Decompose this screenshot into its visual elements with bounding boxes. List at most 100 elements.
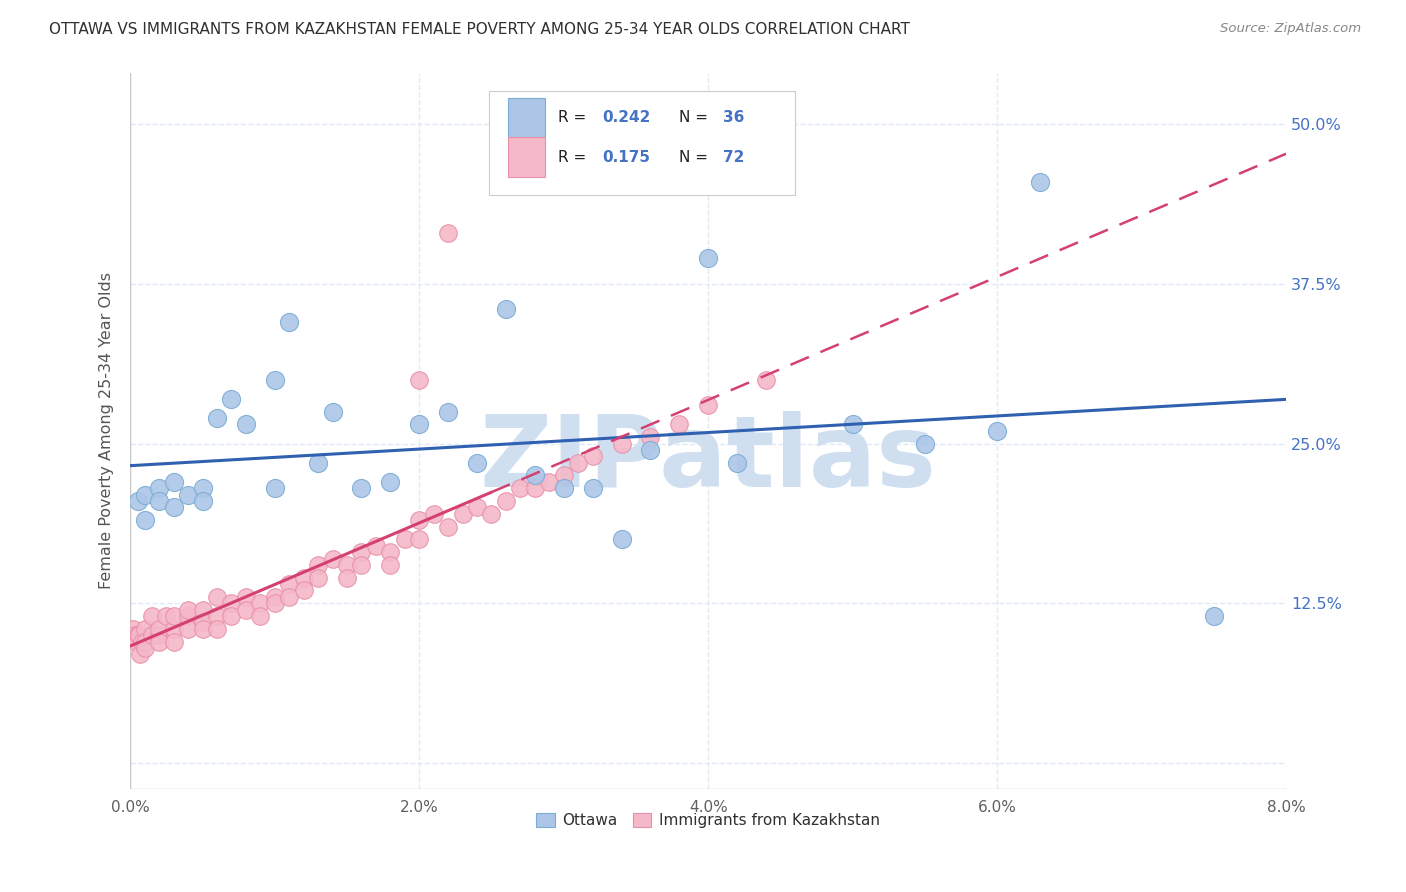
Point — [134, 488, 156, 502]
Point — [163, 634, 186, 648]
Point — [191, 494, 214, 508]
Point — [841, 417, 863, 432]
Point — [249, 596, 271, 610]
Point — [235, 590, 257, 604]
Point — [163, 475, 186, 489]
Point — [553, 481, 575, 495]
Point — [350, 545, 373, 559]
Point — [465, 500, 488, 515]
Point — [336, 558, 359, 572]
Point — [1202, 609, 1225, 624]
Text: N =: N = — [679, 150, 713, 165]
Point — [640, 442, 662, 457]
Point — [155, 609, 177, 624]
Point — [451, 507, 474, 521]
Point — [697, 398, 720, 412]
Point — [125, 634, 148, 648]
Point — [278, 590, 301, 604]
Point — [408, 417, 430, 432]
Point — [163, 500, 186, 515]
Point — [394, 533, 416, 547]
Point — [191, 602, 214, 616]
Point — [191, 622, 214, 636]
Text: N =: N = — [679, 110, 713, 125]
Point — [523, 468, 546, 483]
Point — [307, 558, 329, 572]
Point — [122, 622, 145, 636]
Point — [263, 373, 285, 387]
Point — [221, 392, 243, 406]
Point — [163, 609, 186, 624]
Point — [668, 417, 690, 432]
Point — [134, 634, 156, 648]
Point — [191, 481, 214, 495]
Point — [481, 507, 503, 521]
FancyBboxPatch shape — [508, 98, 546, 137]
Point — [131, 634, 153, 648]
Point — [437, 226, 460, 240]
Point — [408, 513, 430, 527]
Point — [380, 558, 402, 572]
Text: OTTAWA VS IMMIGRANTS FROM KAZAKHSTAN FEMALE POVERTY AMONG 25-34 YEAR OLDS CORREL: OTTAWA VS IMMIGRANTS FROM KAZAKHSTAN FEM… — [49, 22, 910, 37]
Point — [134, 513, 156, 527]
Point — [581, 450, 603, 464]
Point — [278, 577, 301, 591]
Point — [380, 475, 402, 489]
Point — [148, 494, 170, 508]
Point — [755, 373, 778, 387]
Point — [177, 622, 200, 636]
Point — [322, 404, 344, 418]
FancyBboxPatch shape — [508, 137, 546, 177]
Text: 36: 36 — [723, 110, 745, 125]
Point — [221, 609, 243, 624]
Point — [610, 436, 633, 450]
Point — [263, 596, 285, 610]
Point — [538, 475, 561, 489]
Point — [177, 609, 200, 624]
Point — [235, 602, 257, 616]
Point — [553, 468, 575, 483]
Point — [1029, 175, 1052, 189]
Point — [610, 533, 633, 547]
Point — [408, 373, 430, 387]
Text: Source: ZipAtlas.com: Source: ZipAtlas.com — [1220, 22, 1361, 36]
Point — [191, 615, 214, 630]
Point — [364, 539, 387, 553]
Point — [914, 436, 936, 450]
Text: R =: R = — [558, 150, 591, 165]
Point — [263, 590, 285, 604]
Point — [148, 634, 170, 648]
Point — [567, 456, 589, 470]
Point — [422, 507, 444, 521]
Point — [292, 583, 315, 598]
Point — [177, 602, 200, 616]
Point — [177, 488, 200, 502]
Y-axis label: Female Poverty Among 25-34 Year Olds: Female Poverty Among 25-34 Year Olds — [100, 272, 114, 590]
Point — [581, 481, 603, 495]
Point — [350, 558, 373, 572]
Point — [128, 628, 150, 642]
Point — [350, 481, 373, 495]
Point — [205, 609, 228, 624]
Point — [292, 571, 315, 585]
Point — [509, 481, 531, 495]
Point — [336, 571, 359, 585]
Point — [148, 622, 170, 636]
Point — [408, 533, 430, 547]
Point — [437, 404, 460, 418]
FancyBboxPatch shape — [489, 91, 794, 194]
Point — [221, 596, 243, 610]
Point — [205, 622, 228, 636]
Point — [437, 519, 460, 533]
Point — [148, 628, 170, 642]
Point — [249, 609, 271, 624]
Point — [278, 315, 301, 329]
Point — [523, 481, 546, 495]
Text: 0.242: 0.242 — [602, 110, 650, 125]
Point — [205, 590, 228, 604]
Point — [134, 622, 156, 636]
Text: 0.175: 0.175 — [602, 150, 650, 165]
Point — [127, 628, 149, 642]
Point — [124, 628, 146, 642]
Point — [141, 628, 163, 642]
